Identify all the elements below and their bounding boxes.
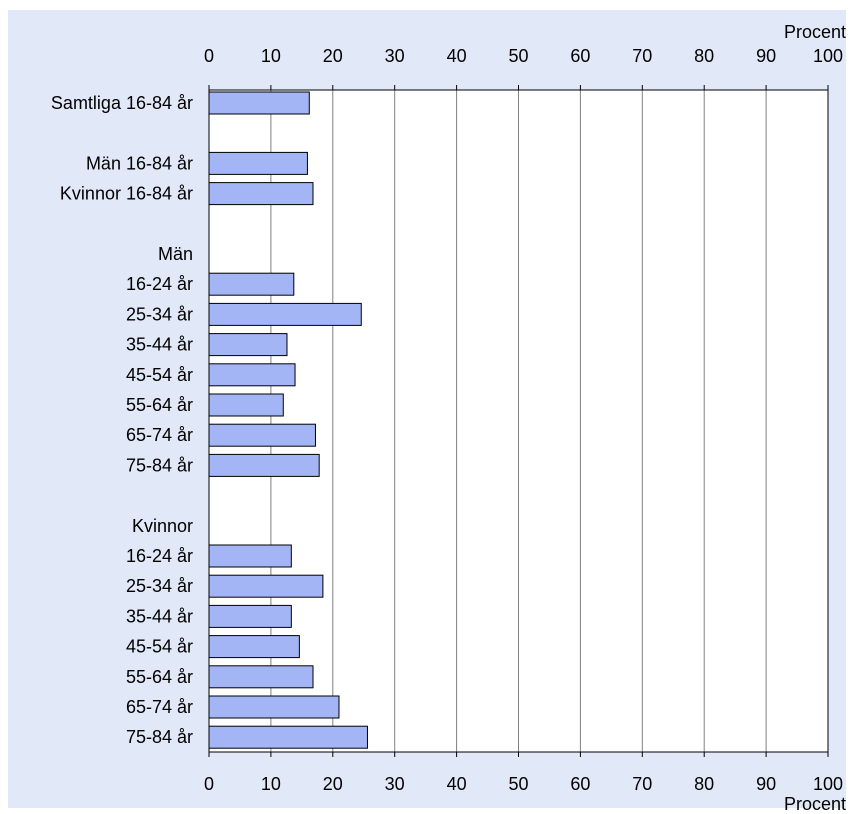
bar	[208, 604, 292, 628]
bar	[208, 574, 324, 598]
bar	[208, 91, 310, 115]
bar	[208, 363, 296, 387]
top-tick-label: 100	[813, 46, 843, 66]
top-tick-label: 0	[204, 46, 214, 66]
category-label: 35-44 år	[126, 606, 193, 626]
top-tick-label: 60	[570, 46, 590, 66]
category-label: Män 16-84 år	[86, 153, 193, 173]
bottom-tick-label: 30	[385, 774, 405, 794]
top-tick-label: 80	[694, 46, 714, 66]
category-label: 45-54 år	[126, 365, 193, 385]
bottom-tick-label: 50	[508, 774, 528, 794]
category-label: 65-74 år	[126, 697, 193, 717]
bar	[208, 544, 292, 568]
category-label: 25-34 år	[126, 576, 193, 596]
top-tick-label: 90	[756, 46, 776, 66]
bottom-tick-label: 0	[204, 774, 214, 794]
bar	[208, 725, 368, 749]
category-label: 75-84 år	[126, 727, 193, 747]
bottom-tick-label: 100	[813, 774, 843, 794]
bottom-tick-label: 10	[261, 774, 281, 794]
category-label: Kvinnor	[132, 516, 193, 536]
top-unit-label: Procent	[784, 22, 846, 42]
bar	[208, 695, 340, 719]
top-tick-label: 20	[323, 46, 343, 66]
bottom-tick-label: 80	[694, 774, 714, 794]
bottom-tick-label: 70	[632, 774, 652, 794]
category-label: 45-54 år	[126, 637, 193, 657]
bottom-tick-label: 40	[447, 774, 467, 794]
bottom-unit-label: Procent	[784, 794, 846, 814]
bar	[208, 393, 284, 417]
top-tick-label: 70	[632, 46, 652, 66]
category-label: Män	[158, 244, 193, 264]
category-label: 25-34 år	[126, 304, 193, 324]
top-tick-label: 30	[385, 46, 405, 66]
bottom-tick-label: 60	[570, 774, 590, 794]
category-label: 55-64 år	[126, 667, 193, 687]
bar	[208, 151, 308, 175]
top-tick-label: 50	[508, 46, 528, 66]
bottom-tick-label: 90	[756, 774, 776, 794]
category-label: 75-84 år	[126, 455, 193, 475]
bottom-tick-label: 20	[323, 774, 343, 794]
bar	[208, 333, 288, 357]
category-label: Samtliga 16-84 år	[51, 93, 193, 113]
bar	[208, 182, 314, 206]
bar	[208, 272, 295, 296]
bar	[208, 635, 300, 659]
top-tick-label: 40	[447, 46, 467, 66]
category-label: 16-24 år	[126, 274, 193, 294]
category-label: Kvinnor 16-84 år	[60, 184, 193, 204]
category-label: 55-64 år	[126, 395, 193, 415]
top-tick-label: 10	[261, 46, 281, 66]
bar	[208, 665, 314, 689]
category-label: 16-24 år	[126, 546, 193, 566]
category-label: 65-74 år	[126, 425, 193, 445]
bar	[208, 302, 362, 326]
bar	[208, 423, 316, 447]
bar	[208, 453, 320, 477]
category-label: 35-44 år	[126, 335, 193, 355]
